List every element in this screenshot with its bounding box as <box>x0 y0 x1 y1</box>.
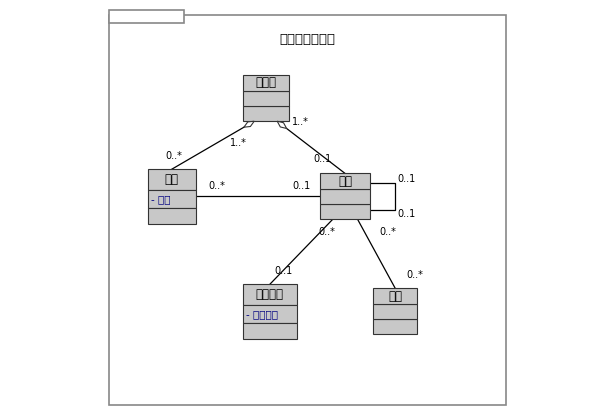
Text: 0..*: 0..* <box>379 227 396 237</box>
Text: 0..*: 0..* <box>319 227 335 237</box>
Bar <box>320 173 370 189</box>
Text: - 数量: - 数量 <box>151 194 170 204</box>
Bar <box>148 190 196 208</box>
Bar <box>243 305 297 323</box>
Bar <box>243 75 288 91</box>
Bar <box>148 169 196 190</box>
Text: 0..*: 0..* <box>208 181 225 191</box>
Text: 材料: 材料 <box>165 173 178 186</box>
Text: 道具: 道具 <box>388 290 402 303</box>
Bar <box>320 189 370 204</box>
Bar <box>373 319 417 334</box>
Text: 0..*: 0..* <box>407 270 423 280</box>
Text: 0..1: 0..1 <box>397 174 416 184</box>
Text: 調理方法: 調理方法 <box>256 288 284 301</box>
Bar <box>243 323 297 339</box>
Bar <box>243 106 288 121</box>
Bar <box>373 304 417 319</box>
Text: - 調理時間: - 調理時間 <box>245 309 277 319</box>
Bar <box>109 10 184 23</box>
Text: 0..1: 0..1 <box>397 209 416 219</box>
Text: 1..*: 1..* <box>230 138 247 148</box>
Text: 0..1: 0..1 <box>274 266 292 276</box>
Polygon shape <box>277 121 287 128</box>
Bar <box>148 208 196 224</box>
Text: レシピ: レシピ <box>255 76 276 89</box>
Bar <box>373 288 417 304</box>
Bar <box>243 284 297 305</box>
Bar <box>320 204 370 219</box>
Text: 0..1: 0..1 <box>313 154 331 164</box>
Text: 0..1: 0..1 <box>292 181 311 191</box>
Text: カレーの作り方: カレーの作り方 <box>279 33 336 46</box>
Text: 1..*: 1..* <box>292 117 309 127</box>
Text: 手順: 手順 <box>338 175 352 188</box>
Bar <box>243 91 288 106</box>
Polygon shape <box>244 121 254 127</box>
Text: 0..*: 0..* <box>166 151 183 161</box>
